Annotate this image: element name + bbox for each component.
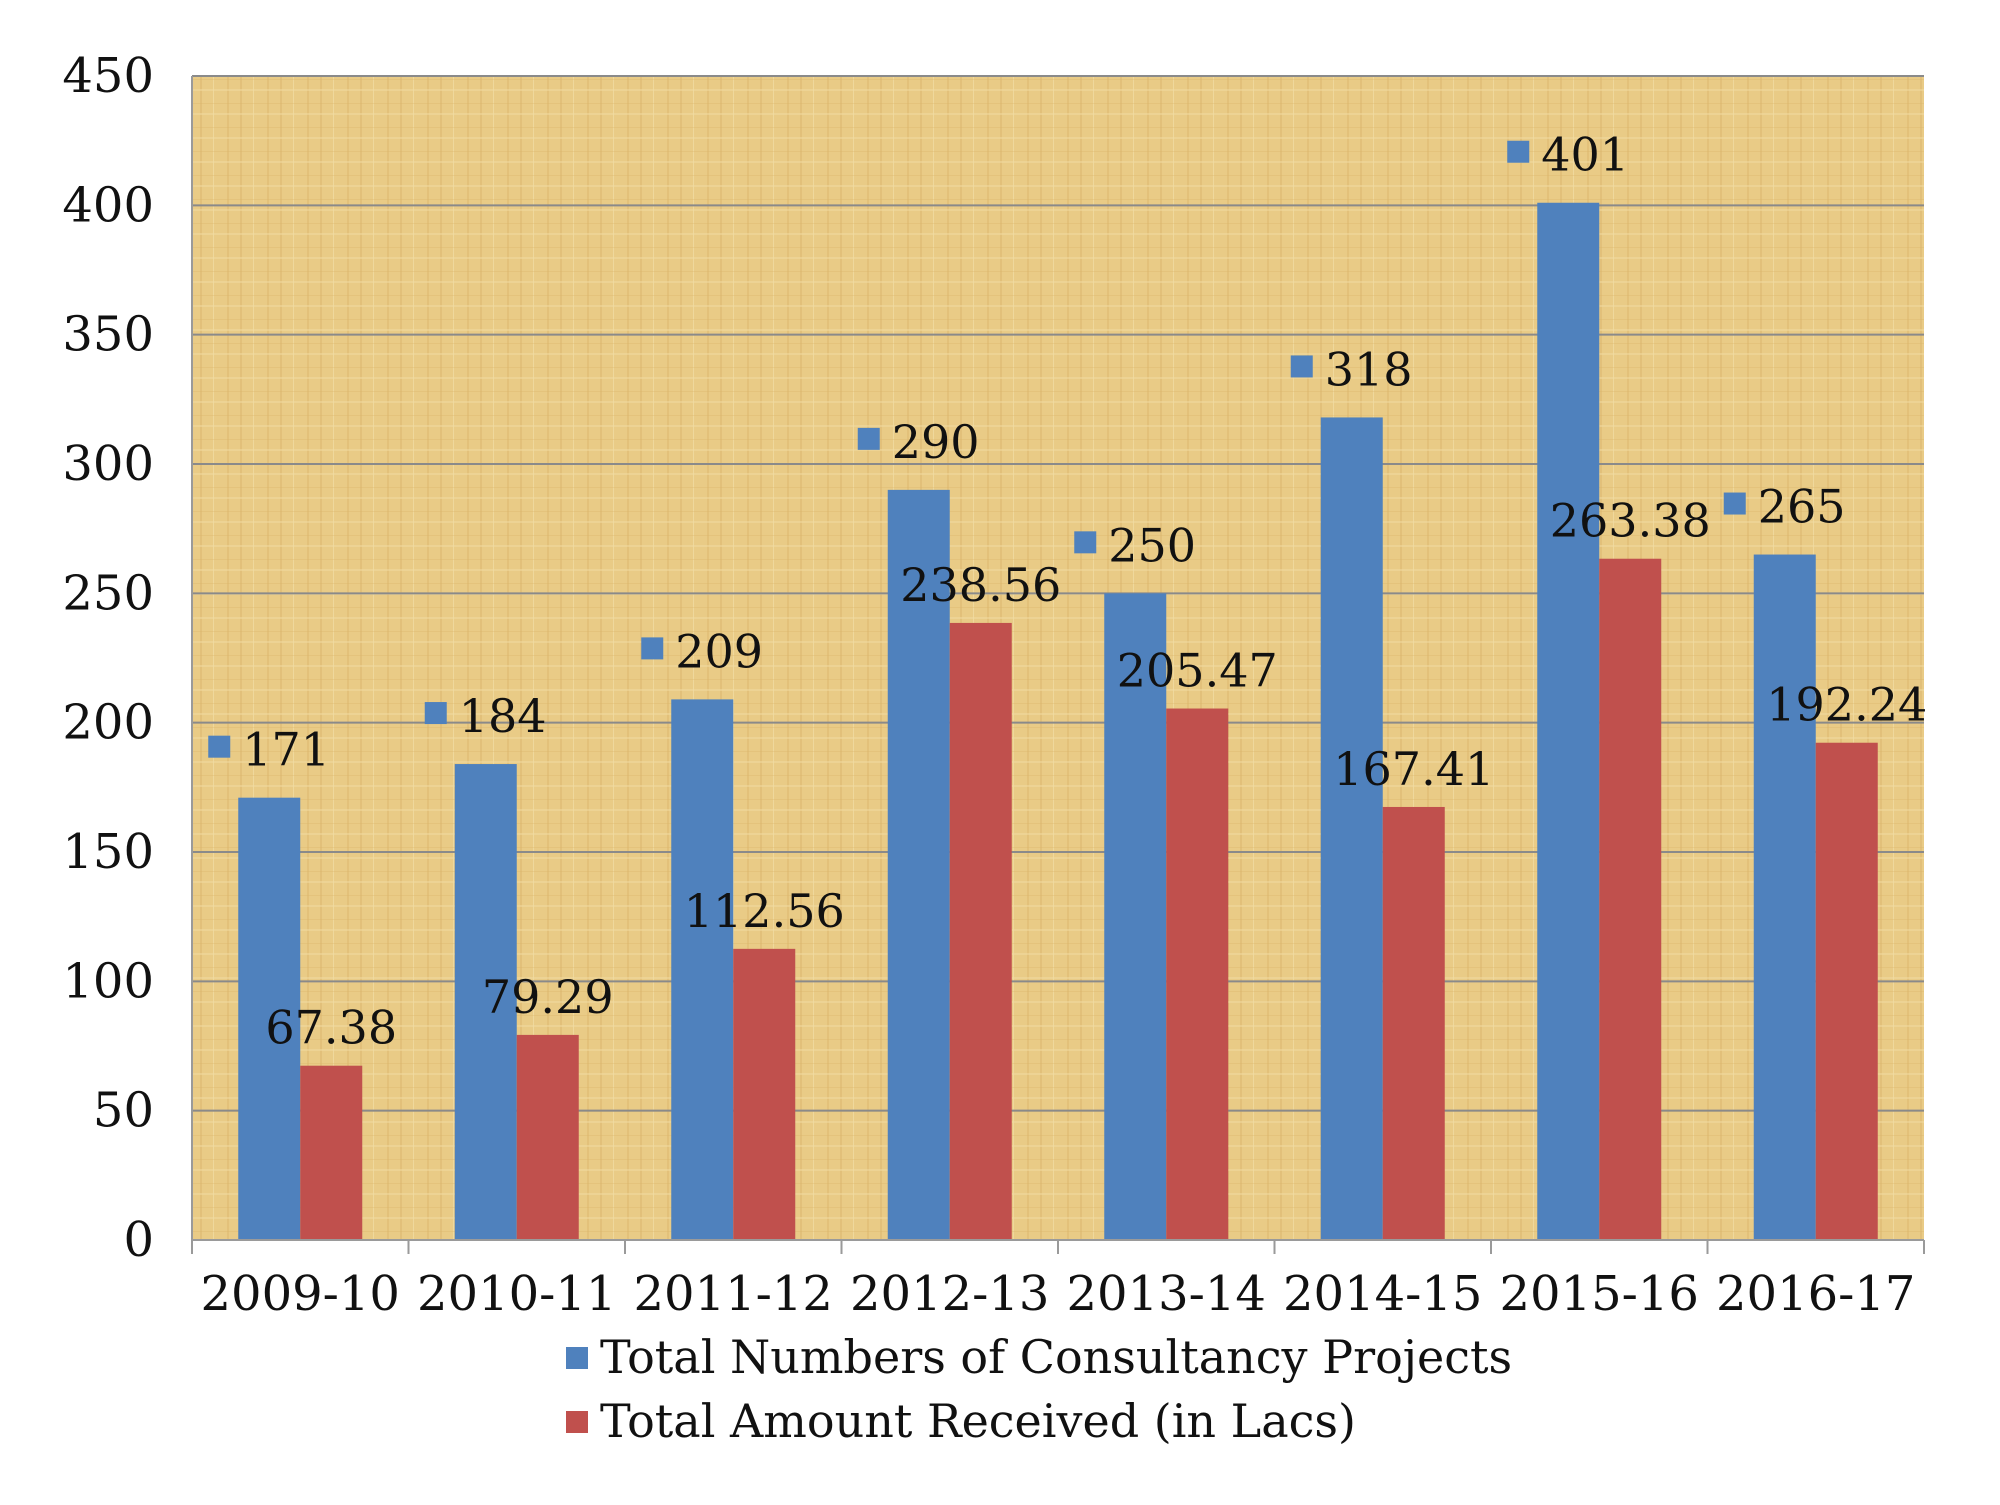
data-label-marker-2015-16 — [1507, 140, 1530, 163]
x-tick-label-2015-16: 2015-16 — [1500, 1266, 1699, 1322]
data-label-amount-2013-14: 205.47 — [1117, 644, 1278, 698]
y-tick-label-350: 350 — [62, 307, 154, 363]
data-label-marker-2009-10 — [208, 735, 231, 758]
y-tick-label-200: 200 — [62, 695, 154, 751]
data-label-amount-2015-16: 263.38 — [1550, 494, 1711, 548]
legend: Total Numbers of Consultancy Projects Tot… — [566, 1330, 1512, 1448]
y-tick-label-0: 0 — [123, 1212, 154, 1268]
data-label-projects-2011-12: 209 — [675, 624, 763, 678]
data-label-projects-2014-15: 318 — [1325, 342, 1413, 396]
x-tick-label-2016-17: 2016-17 — [1716, 1266, 1915, 1322]
y-tick-label-50: 50 — [93, 1083, 154, 1139]
data-label-amount-2016-17: 192.24 — [1766, 678, 1927, 732]
data-label-amount-2009-10: 67.38 — [265, 1001, 397, 1055]
bar-amount-2009-10 — [300, 1065, 363, 1240]
legend-swatch-0 — [566, 1347, 588, 1369]
data-label-projects-2013-14: 250 — [1108, 518, 1196, 572]
x-tick-label-2010-11: 2010-11 — [417, 1266, 616, 1322]
y-tick-label-250: 250 — [62, 565, 154, 621]
bar-projects-2009-10 — [238, 797, 301, 1240]
data-label-projects-2016-17: 265 — [1758, 480, 1846, 534]
bar-amount-2013-14 — [1166, 708, 1229, 1240]
data-label-amount-2010-11: 79.29 — [482, 970, 614, 1024]
bars — [238, 202, 1878, 1240]
data-label-projects-2012-13: 290 — [892, 415, 980, 469]
data-label-amount-2012-13: 238.56 — [900, 558, 1061, 612]
bar-projects-2016-17 — [1753, 554, 1816, 1240]
axes: 0 50 100 150 200 250 300 350 400 450 2009-10 2010-1… — [62, 48, 1925, 1322]
bar-projects-2014-15 — [1320, 417, 1383, 1240]
data-label-marker-2014-15 — [1290, 355, 1313, 378]
data-label-marker-2011-12 — [641, 637, 664, 660]
x-tick-label-2011-12: 2011-12 — [634, 1266, 833, 1322]
x-tick-label-2009-10: 2009-10 — [201, 1266, 400, 1322]
data-label-projects-2015-16: 401 — [1541, 128, 1629, 182]
bar-amount-2016-17 — [1815, 742, 1878, 1240]
bar-projects-2011-12 — [671, 699, 734, 1240]
bar-projects-2010-11 — [454, 764, 517, 1240]
bar-projects-2013-14 — [1104, 593, 1167, 1240]
bar-amount-2011-12 — [733, 948, 796, 1240]
bar-projects-2015-16 — [1537, 202, 1600, 1240]
plot-area — [192, 76, 1924, 1240]
y-tick-label-150: 150 — [62, 824, 154, 880]
data-label-amount-2014-15: 167.41 — [1333, 742, 1494, 796]
y-tick-label-450: 450 — [62, 48, 154, 104]
bar-amount-2012-13 — [949, 622, 1012, 1240]
bar-projects-2012-13 — [887, 489, 950, 1240]
data-label-marker-2010-11 — [424, 702, 447, 725]
bar-amount-2010-11 — [516, 1034, 579, 1240]
legend-label-0: Total Numbers of Consultancy Projects — [600, 1330, 1512, 1384]
x-tick-label-2012-13: 2012-13 — [850, 1266, 1049, 1322]
y-tick-label-100: 100 — [62, 953, 154, 1009]
bar-amount-2014-15 — [1382, 806, 1445, 1240]
data-label-projects-2009-10: 171 — [242, 723, 330, 777]
data-label-amount-2011-12: 112.56 — [684, 884, 845, 938]
data-label-marker-2012-13 — [857, 427, 880, 450]
x-tick-label-2013-14: 2013-14 — [1067, 1266, 1266, 1322]
legend-swatch-1 — [566, 1411, 588, 1433]
plot-background — [192, 76, 1924, 1240]
legend-label-1: Total Amount Received (in Lacs) — [600, 1394, 1356, 1448]
bar-amount-2015-16 — [1599, 558, 1662, 1240]
data-label-marker-2013-14 — [1074, 531, 1097, 554]
x-tick-label-2014-15: 2014-15 — [1283, 1266, 1482, 1322]
data-label-projects-2010-11: 184 — [459, 689, 547, 743]
y-tick-label-400: 400 — [62, 177, 154, 233]
data-label-marker-2016-17 — [1723, 492, 1746, 515]
y-tick-label-300: 300 — [62, 436, 154, 492]
data-labels: 171 67.38 184 79.29 209 112.56 290 238.56 250 205… — [208, 128, 1927, 1055]
